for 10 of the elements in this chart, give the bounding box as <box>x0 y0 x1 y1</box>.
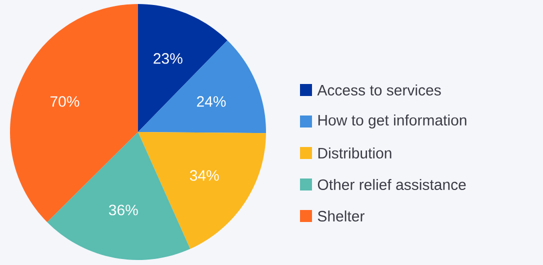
legend-label: Other relief assistance <box>318 178 466 190</box>
data-label: 34% <box>190 170 219 181</box>
legend-label: Distribution <box>318 147 392 158</box>
legend-label: How to get information <box>318 114 466 128</box>
data-label: 70% <box>50 96 80 107</box>
data-label: 36% <box>108 204 138 216</box>
data-label: 24% <box>197 96 226 107</box>
data-label: 23% <box>154 53 182 64</box>
legend-label: Access to services <box>317 84 441 96</box>
legend-label: Shelter <box>318 210 364 222</box>
